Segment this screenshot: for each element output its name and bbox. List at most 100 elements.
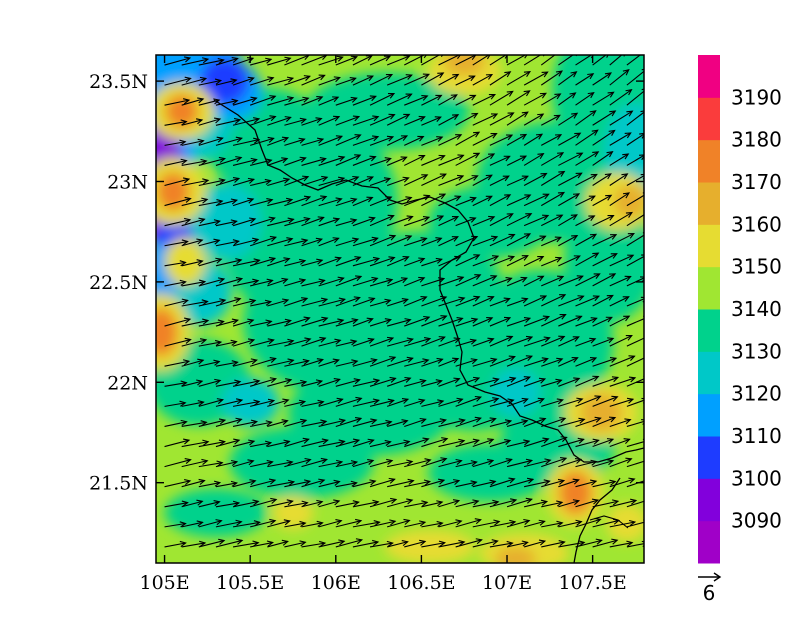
wind-vector [335, 77, 357, 86]
wind-vector [335, 55, 358, 66]
wind-vector [506, 276, 528, 287]
wind-vector [318, 378, 341, 387]
wind-vector [558, 71, 578, 86]
field-patch [564, 201, 644, 323]
wind-vector [198, 538, 226, 548]
wind-vector [558, 377, 581, 387]
wind-vector [472, 499, 500, 508]
height-field [156, 55, 644, 563]
wind-vector [404, 479, 432, 488]
wind-vector [489, 233, 516, 247]
wind-vector [181, 520, 204, 528]
wind-vector [232, 520, 261, 528]
wind-vector [609, 438, 631, 448]
wind-vector [592, 479, 617, 488]
lat-tick-label: 23N [107, 171, 148, 193]
wind-vector [438, 134, 463, 146]
wind-vector [318, 76, 341, 86]
wind-vector [643, 486, 644, 487]
wind-vector [575, 295, 601, 307]
wind-vector [284, 500, 309, 508]
colorbar-swatch [698, 97, 720, 141]
colorbar-swatch [698, 351, 720, 395]
wind-vector [592, 91, 615, 106]
wind-vector [626, 232, 644, 247]
wind-vector [592, 337, 615, 347]
wind-vector [369, 497, 398, 508]
wind-vector [369, 477, 396, 488]
wind-vector [626, 519, 644, 528]
wind-vector [421, 379, 443, 387]
wind-vector [472, 357, 498, 367]
wind-vector [250, 136, 275, 146]
wind-vector [232, 540, 260, 548]
wind-vector [643, 104, 644, 106]
wind-vector [558, 235, 579, 247]
wind-vector [301, 278, 326, 287]
wind-vector [575, 395, 602, 407]
wind-vector [318, 338, 342, 347]
wind-vector [592, 55, 609, 66]
wind-vector [472, 438, 495, 448]
colorbar-swatch [698, 266, 720, 310]
wind-vector [575, 110, 597, 126]
wind-vector [592, 395, 619, 407]
wind-vector [369, 113, 396, 126]
wind-vector [369, 419, 393, 427]
wind-vector [541, 520, 564, 528]
wind-vector [455, 480, 478, 488]
colorbar-swatch [698, 436, 720, 479]
wind-vector [301, 316, 329, 327]
wind-vector [592, 110, 617, 126]
wind-vector [369, 157, 392, 166]
wind-vector [626, 357, 644, 367]
wind-vector [267, 419, 289, 427]
wind-vector [267, 197, 294, 207]
wind-vector [524, 479, 551, 488]
colorbar-swatch [698, 478, 720, 522]
field-patch [272, 495, 314, 530]
wind-vector [215, 258, 243, 267]
wind-vector [472, 93, 497, 106]
wind-vector [250, 518, 277, 528]
wind-vector [164, 76, 192, 86]
coastline [573, 477, 621, 563]
wind-vector [609, 173, 629, 186]
wind-vector [609, 89, 633, 106]
wind-vector [438, 296, 466, 307]
wind-vector [164, 177, 191, 187]
wind-vector [198, 359, 221, 367]
wind-vector [558, 478, 580, 488]
wind-vector [164, 458, 192, 468]
wind-vector [215, 276, 244, 287]
wind-vector [284, 217, 311, 227]
wind-vector [592, 294, 614, 307]
wind-vector [592, 194, 613, 207]
wind-vector [421, 72, 445, 86]
wind-vector [250, 235, 277, 247]
field-patch [443, 55, 485, 76]
wind-vector [438, 216, 460, 227]
wind-vector [386, 113, 411, 126]
wind-vector [198, 277, 226, 287]
wind-vector [558, 255, 581, 267]
wind-vector [232, 499, 260, 508]
wind-vector [421, 295, 448, 307]
wind-vector [643, 265, 644, 266]
wind-vector [506, 255, 529, 267]
wind-vector [643, 365, 644, 367]
wind-vector [386, 376, 412, 387]
wind-vector [369, 278, 394, 287]
wind-vector [352, 398, 381, 407]
wind-vector [198, 257, 223, 267]
colorbar-swatch [698, 139, 720, 183]
wind-vector [472, 459, 495, 468]
wind-vector [369, 55, 392, 66]
wind-vector [301, 457, 328, 468]
wind-vector [455, 75, 476, 86]
wind-vector [524, 499, 549, 508]
wind-vector [541, 275, 565, 287]
wind-vector [198, 199, 224, 207]
wind-vector [232, 96, 258, 106]
wind-vector [181, 478, 206, 488]
